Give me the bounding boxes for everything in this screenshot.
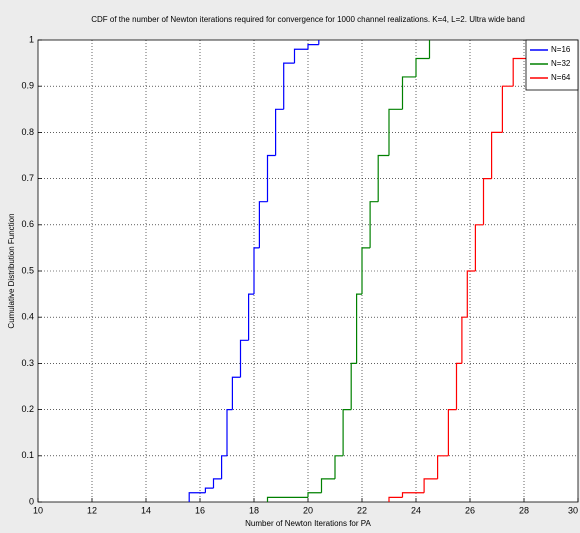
y-tick-label: 0.8 — [21, 127, 34, 137]
y-tick-label: 0.6 — [21, 219, 34, 229]
cdf-step — [423, 478, 438, 493]
cdf-step — [474, 224, 484, 271]
x-tick-label: 14 — [141, 505, 151, 515]
cdf-step — [437, 455, 449, 479]
x-tick-label: 30 — [568, 505, 578, 515]
cdf-step — [293, 48, 308, 64]
cdf-step — [342, 409, 352, 456]
x-tick-label: 20 — [303, 505, 313, 515]
cdf-step — [361, 247, 371, 295]
y-tick-label: 0.2 — [21, 404, 34, 414]
legend-label: N=16 — [551, 45, 571, 54]
cdf-step — [350, 362, 357, 410]
cdf-step — [388, 108, 403, 156]
y-tick-label: 0.1 — [21, 450, 34, 460]
cdf-step — [226, 409, 233, 456]
cdf-step — [455, 362, 462, 410]
x-tick-label: 24 — [411, 505, 421, 515]
cdf-step — [266, 496, 308, 502]
cdf-step — [466, 270, 476, 318]
cdf-step — [334, 455, 344, 479]
cdf-step — [356, 293, 362, 364]
cdf-step — [258, 201, 268, 248]
cdf-step — [188, 492, 206, 502]
y-tick-label: 0 — [29, 496, 34, 506]
cdf-step — [491, 131, 503, 179]
x-tick-label: 28 — [519, 505, 529, 515]
cdf-step — [461, 316, 468, 364]
cdf-step — [283, 62, 295, 110]
cdf-step — [307, 44, 319, 50]
x-axis-label: Number of Newton Iterations for PA — [245, 519, 371, 528]
cdf-step — [221, 455, 227, 479]
y-tick-label: 0.4 — [21, 312, 34, 322]
cdf-step — [447, 409, 457, 456]
cdf-step — [253, 247, 260, 295]
y-axis-label: Cumulative Distribution Function — [7, 213, 16, 328]
x-tick-label: 18 — [249, 505, 259, 515]
cdf-step — [248, 293, 254, 341]
cdf-step — [266, 154, 276, 202]
legend-box — [525, 39, 579, 91]
cdf-step — [204, 487, 214, 493]
cdf-step — [307, 492, 322, 498]
x-tick-label: 26 — [465, 505, 475, 515]
cdf-step — [275, 108, 284, 156]
cdf-step — [501, 85, 514, 133]
legend-label: N=64 — [551, 73, 571, 82]
x-tick-label: 22 — [357, 505, 367, 515]
cdf-step — [415, 57, 430, 77]
cdf-step — [377, 154, 389, 202]
cdf-step — [212, 478, 222, 489]
cdf-step — [482, 178, 492, 225]
y-tick-label: 0.3 — [21, 358, 34, 368]
chart-title: CDF of the number of Newton iterations r… — [91, 15, 525, 24]
y-tick-label: 1 — [29, 34, 34, 44]
x-tick-label: 10 — [33, 505, 43, 515]
cdf-step — [401, 492, 425, 498]
legend-label: N=32 — [551, 59, 571, 68]
x-tick-label: 12 — [87, 505, 97, 515]
cdf-step — [239, 339, 249, 378]
y-tick-label: 0.9 — [21, 81, 34, 91]
y-tick-label: 0.5 — [21, 265, 34, 275]
y-tick-label: 0.7 — [21, 173, 34, 183]
cdf-step — [231, 376, 241, 410]
cdf-step — [369, 201, 379, 248]
cdf-step — [401, 76, 416, 110]
x-tick-label: 16 — [195, 505, 205, 515]
cdf-step — [388, 496, 403, 502]
cdf-step — [320, 478, 335, 493]
